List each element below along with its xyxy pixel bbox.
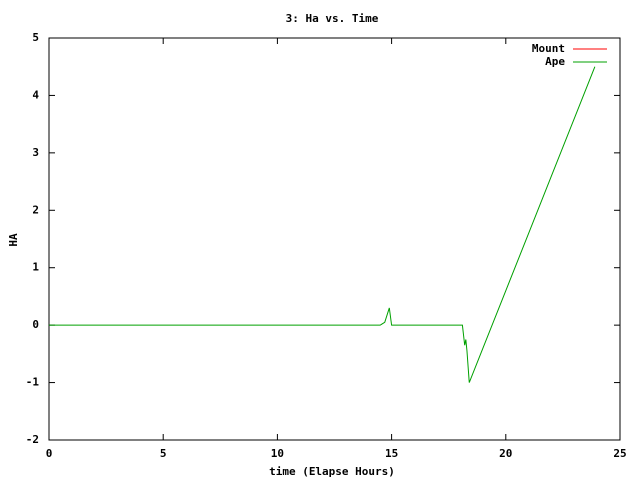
- chart-title: 3: Ha vs. Time: [286, 12, 379, 25]
- y-tick-label: 3: [32, 146, 39, 159]
- x-tick-label: 10: [271, 447, 284, 460]
- data-line: [49, 66, 596, 383]
- plot-frame: [48, 37, 621, 441]
- y-tick-label: 2: [32, 203, 39, 216]
- y-tick-label: 4: [32, 88, 39, 101]
- y-tick-label: 0: [32, 318, 39, 331]
- legend-label: Mount: [532, 42, 565, 55]
- x-tick-label: 25: [613, 447, 626, 460]
- x-tick-label: 20: [499, 447, 512, 460]
- x-tick-label: 15: [385, 447, 398, 460]
- x-tick-label: 5: [160, 447, 167, 460]
- x-tick-label: 0: [46, 447, 53, 460]
- y-tick-label: 1: [32, 261, 39, 274]
- y-tick-label: -2: [26, 433, 39, 446]
- x-axis-label: time (Elapse Hours): [269, 465, 395, 478]
- legend-label: Ape: [545, 55, 565, 68]
- y-tick-label: 5: [32, 31, 39, 44]
- y-tick-label: -1: [26, 376, 40, 389]
- y-axis-label: HA: [7, 233, 20, 247]
